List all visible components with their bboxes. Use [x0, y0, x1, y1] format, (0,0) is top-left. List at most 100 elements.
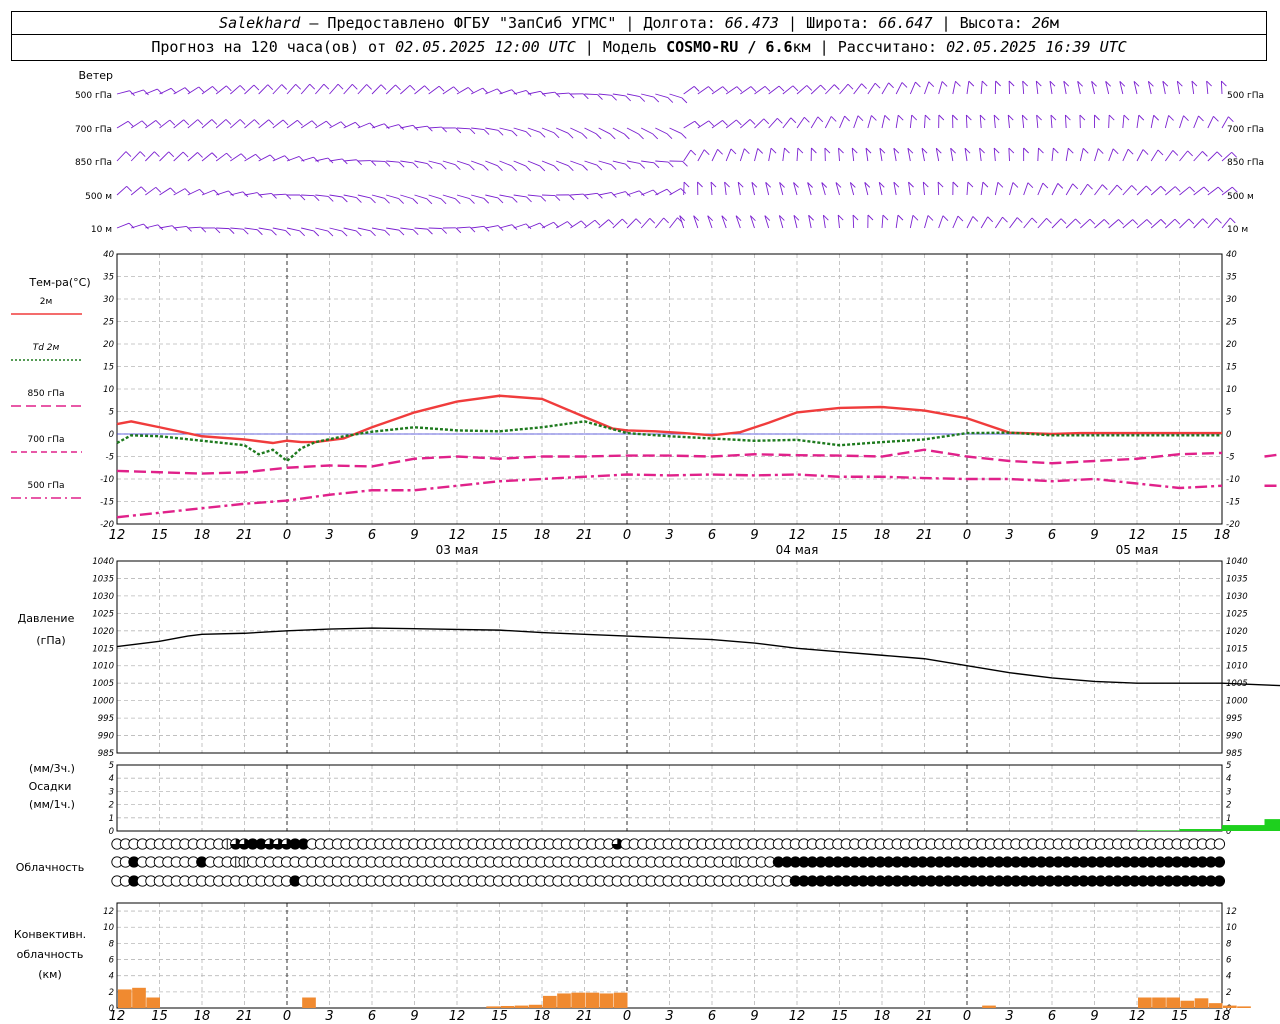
wind-barb-flag [352, 83, 358, 90]
wind-barb-flag [625, 163, 631, 170]
wind-barb-staff [116, 90, 130, 95]
wind-barb-staff [541, 194, 556, 197]
wind-barb-staff [979, 148, 982, 162]
wind-barb-staff [612, 191, 626, 196]
wind-barb-flag [197, 152, 203, 158]
model-label: Модель [602, 38, 658, 56]
wind-barb-flag [837, 214, 844, 221]
wind-barb-flag [757, 148, 764, 154]
wind-barb-staff [669, 127, 682, 134]
wind-barb-flag [1119, 81, 1126, 87]
wind-barb-staff [584, 160, 598, 166]
wind-barb-flag [1082, 148, 1089, 154]
wind-barb-staff [796, 117, 805, 129]
wind-barb-flag [635, 218, 642, 224]
wind-barb-staff [881, 82, 889, 95]
wind-barb-flag [979, 114, 986, 121]
wind-barb-flag [1046, 218, 1052, 224]
wind-barb-flag [469, 128, 476, 135]
wind-barb-flag [708, 120, 715, 127]
time-tick-label: 0 [963, 1009, 971, 1024]
wind-barb-staff [442, 86, 454, 95]
conv-tick-label-right: 4 [1226, 972, 1231, 982]
wind-barb-flag [440, 198, 447, 205]
temp-title: Тем-ра(°C) [28, 276, 90, 289]
temp-tick-label: 35 [103, 273, 114, 283]
wind-barb-staff [570, 160, 583, 166]
longitude-label: Долгота: [643, 14, 716, 32]
wind-barb-flag [1091, 81, 1097, 87]
wind-barb-flag [820, 84, 826, 91]
wind-barb-flag [483, 129, 490, 135]
time-tick-label: 15 [151, 528, 168, 543]
time-tick-label: 0 [623, 528, 631, 543]
wind-barb-staff [527, 222, 541, 229]
wind-barb-staff [950, 148, 954, 162]
day-label: 03 мая [436, 543, 479, 557]
temp-tick-label: 10 [103, 385, 114, 395]
wind-barb-flag [199, 189, 205, 195]
wind-barb-staff [1023, 182, 1029, 196]
wind-barb-staff [315, 227, 329, 232]
wind-barb-staff [485, 127, 499, 131]
cloud-cover-symbol [280, 838, 293, 850]
wind-barb-staff [1063, 81, 1067, 95]
wind-barb-staff [314, 83, 325, 95]
wind-barb-flag [539, 131, 546, 138]
wind-barb-flag [912, 214, 919, 221]
wind-barb-flag [667, 161, 674, 168]
time-tick-label: 3 [1005, 1009, 1013, 1024]
wind-barb-flag [511, 224, 518, 231]
station-header: Salekhard – Предоставлено ФГБУ "ЗапСиб У… [11, 11, 1267, 35]
cloud-cover-symbol [1213, 875, 1226, 887]
wind-barb-staff [1164, 150, 1174, 162]
wind-barb-staff [740, 119, 751, 129]
wind-barb-staff [1051, 148, 1054, 162]
wind-barb-staff [343, 84, 353, 95]
wind-barb-staff [1105, 81, 1110, 95]
wind-barb-staff [386, 227, 400, 231]
wind-barb-staff [329, 158, 343, 162]
time-tick-label: 9 [1090, 528, 1098, 543]
wind-barb-staff [1009, 182, 1014, 196]
wind-barb-flag [952, 114, 958, 121]
wind-barb-flag [778, 85, 785, 92]
wind-barb-flag [722, 120, 728, 126]
latitude-value: 66.647 [878, 14, 933, 32]
wind-barb-staff [414, 160, 428, 164]
wind-barb-staff [710, 182, 713, 196]
wind-barb-staff [343, 194, 357, 198]
wind-barb-staff [230, 85, 241, 95]
wind-barb-staff [244, 119, 255, 129]
wind-barb-staff [1207, 116, 1214, 129]
wind-barb-flag [525, 131, 532, 138]
wind-barb-flag [937, 181, 944, 188]
wind-barb-staff [301, 194, 315, 197]
conv-tick-label: 2 [109, 988, 114, 998]
time-tick-label: 21 [576, 528, 593, 543]
wind-barb-staff [1050, 115, 1053, 129]
wind-barb-staff [1080, 218, 1091, 229]
wind-barb-staff [754, 85, 766, 95]
wind-barb-flag [987, 216, 994, 223]
wind-barb-flag [981, 80, 988, 87]
wind-barb-flag [1232, 186, 1238, 193]
wind-barb-staff [145, 224, 159, 229]
wind-barb-flag [226, 152, 232, 159]
wind-barb-flag [1138, 114, 1145, 121]
wind-barb-flag [182, 151, 189, 158]
wind-barb-flag [1049, 80, 1056, 87]
precip-tick-label-right: 3 [1226, 787, 1231, 797]
wind-barb-staff [187, 86, 200, 95]
time-tick-label: 15 [831, 1009, 848, 1024]
wind-barb-flag [337, 83, 344, 90]
wind-barb-flag [941, 81, 948, 87]
wind-barb-flag [412, 198, 419, 205]
temp-tick-label: 0 [109, 430, 114, 440]
wind-barb-flag [790, 117, 797, 124]
wind-barb-flag [955, 80, 961, 87]
wind-barb-flag [694, 120, 701, 127]
wind-barb-staff [837, 215, 840, 229]
conv-bar [486, 1006, 500, 1008]
wind-barb-flag [311, 120, 318, 127]
